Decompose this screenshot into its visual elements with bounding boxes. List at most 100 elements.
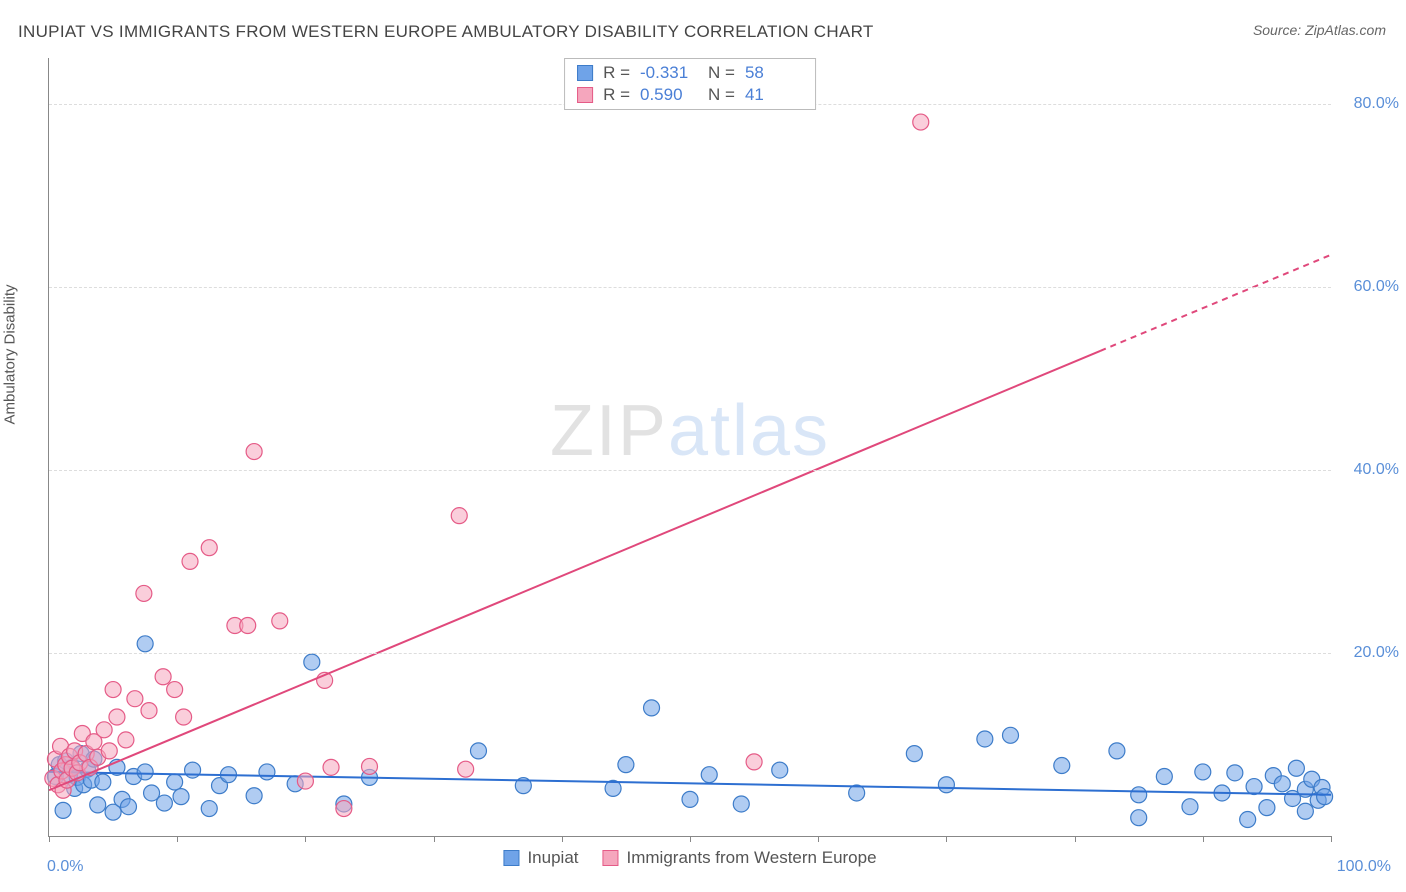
n-label: N = (708, 63, 735, 83)
n-value-1: 58 (745, 63, 803, 83)
data-point (259, 764, 275, 780)
data-point (1297, 803, 1313, 819)
scatter-svg (49, 58, 1331, 836)
data-point (1156, 769, 1172, 785)
data-point (1274, 776, 1290, 792)
swatch-series-1 (577, 65, 593, 81)
data-point (451, 508, 467, 524)
r-label: R = (603, 85, 630, 105)
y-axis-label: Ambulatory Disability (2, 284, 19, 424)
x-tick (1203, 836, 1204, 842)
x-tick (818, 836, 819, 842)
x-tick (434, 836, 435, 842)
r-label: R = (603, 63, 630, 83)
data-point (977, 731, 993, 747)
data-point (201, 540, 217, 556)
x-tick (1331, 836, 1332, 842)
data-point (1109, 743, 1125, 759)
chart-title: INUPIAT VS IMMIGRANTS FROM WESTERN EUROP… (18, 22, 874, 42)
data-point (733, 796, 749, 812)
n-label: N = (708, 85, 735, 105)
data-point (772, 762, 788, 778)
x-tick-max: 100.0% (1337, 858, 1391, 876)
data-point (618, 757, 634, 773)
legend-label-1: Inupiat (527, 848, 578, 868)
data-point (55, 802, 71, 818)
trend-line (49, 351, 1100, 790)
data-point (272, 613, 288, 629)
data-point (127, 691, 143, 707)
data-point (906, 746, 922, 762)
gridline (49, 287, 1331, 288)
data-point (90, 797, 106, 813)
data-point (176, 709, 192, 725)
data-point (1054, 758, 1070, 774)
data-point (118, 732, 134, 748)
swatch-series-2 (577, 87, 593, 103)
data-point (105, 682, 121, 698)
r-value-2: 0.590 (640, 85, 698, 105)
data-point (136, 585, 152, 601)
data-point (182, 553, 198, 569)
data-point (167, 774, 183, 790)
data-point (1003, 727, 1019, 743)
data-point (246, 788, 262, 804)
n-value-2: 41 (745, 85, 803, 105)
x-tick (946, 836, 947, 842)
data-point (297, 773, 313, 789)
chart-container: INUPIAT VS IMMIGRANTS FROM WESTERN EUROP… (0, 0, 1406, 892)
data-point (137, 764, 153, 780)
data-point (96, 722, 112, 738)
x-tick (1075, 836, 1076, 842)
plot-area: ZIPatlas R = -0.331 N = 58 R = 0.590 N =… (48, 58, 1331, 837)
legend-swatch-1 (503, 850, 519, 866)
legend-item-2: Immigrants from Western Europe (603, 848, 877, 868)
data-point (458, 761, 474, 777)
x-tick (305, 836, 306, 842)
x-tick (562, 836, 563, 842)
y-tick-label: 40.0% (1354, 461, 1399, 479)
legend-item-1: Inupiat (503, 848, 578, 868)
correlation-legend: R = -0.331 N = 58 R = 0.590 N = 41 (564, 58, 816, 110)
data-point (362, 758, 378, 774)
x-tick (49, 836, 50, 842)
gridline (49, 470, 1331, 471)
data-point (470, 743, 486, 759)
data-point (1182, 799, 1198, 815)
data-point (1240, 812, 1256, 828)
data-point (101, 743, 117, 759)
gridline (49, 653, 1331, 654)
data-point (913, 114, 929, 130)
y-tick-label: 80.0% (1354, 95, 1399, 113)
data-point (137, 636, 153, 652)
data-point (109, 709, 125, 725)
data-point (644, 700, 660, 716)
data-point (1246, 779, 1262, 795)
data-point (938, 777, 954, 793)
data-point (1131, 810, 1147, 826)
data-point (304, 654, 320, 670)
legend-label-2: Immigrants from Western Europe (627, 848, 877, 868)
data-point (682, 791, 698, 807)
source-label: Source: ZipAtlas.com (1253, 22, 1386, 38)
data-point (323, 759, 339, 775)
data-point (1195, 764, 1211, 780)
x-tick-min: 0.0% (47, 858, 83, 876)
r-value-1: -0.331 (640, 63, 698, 83)
data-point (240, 617, 256, 633)
data-point (120, 799, 136, 815)
data-point (201, 801, 217, 817)
data-point (336, 801, 352, 817)
y-tick-label: 60.0% (1354, 278, 1399, 296)
data-point (1317, 789, 1333, 805)
data-point (701, 767, 717, 783)
data-point (155, 669, 171, 685)
correlation-row-1: R = -0.331 N = 58 (577, 63, 803, 83)
data-point (246, 444, 262, 460)
data-point (746, 754, 762, 770)
data-point (156, 795, 172, 811)
data-point (141, 703, 157, 719)
data-point (1227, 765, 1243, 781)
data-point (95, 774, 111, 790)
series-legend: Inupiat Immigrants from Western Europe (503, 848, 876, 868)
